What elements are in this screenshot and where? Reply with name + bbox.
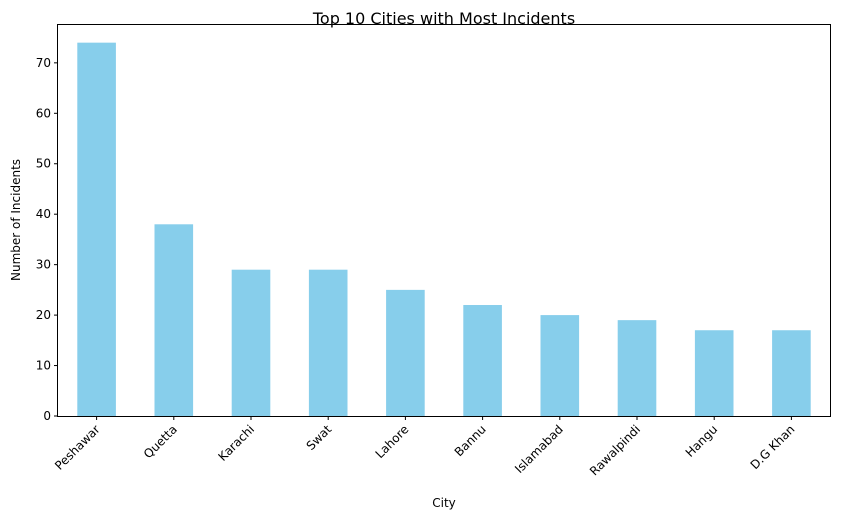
x-tick-label: Karachi [216,422,258,464]
x-tick-label: Hangu [683,422,721,460]
x-axis-label: City [432,496,456,510]
bar-swat [308,269,348,416]
x-tick-label: D.G Khan [748,422,798,472]
bar-d-g-khan [772,330,811,416]
x-axis: Peshawar Quetta Karachi Swat Lahore Bannu Isla… [52,416,798,478]
bars-group [77,42,811,417]
bar-peshawar [77,42,116,417]
y-tick-label: 0 [43,409,51,423]
x-tick-label: Bannu [452,422,489,459]
bar-bannu [463,305,502,416]
bar-hangu [694,330,734,416]
y-tick-label: 70 [36,56,51,70]
y-axis: 0 10 20 30 40 50 60 70 [36,56,58,423]
y-tick-label: 30 [36,258,51,272]
y-tick-label: 60 [36,106,51,120]
x-tick-label: Lahore [373,422,412,461]
y-tick-label: 50 [36,157,51,171]
bar-lahore [386,289,425,416]
x-tick-label: Peshawar [52,422,103,473]
chart-title: Top 10 Cities with Most Incidents [312,9,575,28]
x-tick-label: Islamabad [512,422,566,476]
x-tick-label: Quetta [141,422,180,461]
plot-frame [57,24,831,417]
bar-islamabad [540,315,580,416]
bar-karachi [231,269,271,416]
x-tick-label: Swat [304,422,335,453]
y-tick-label: 20 [36,308,51,322]
bar-quetta [154,224,194,416]
y-tick-label: 10 [36,359,51,373]
y-tick-label: 40 [36,207,51,221]
y-axis-label: Number of Incidents [9,159,23,281]
x-tick-label: Rawalpindi [587,422,643,478]
bar-rawalpindi [617,320,657,416]
